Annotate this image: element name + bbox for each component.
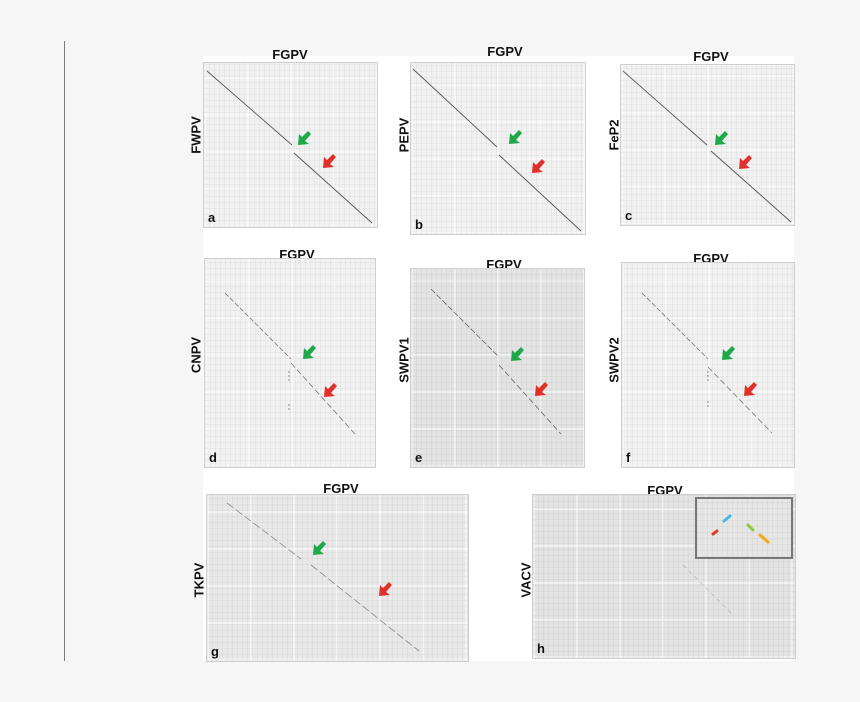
synteny-diagonal (224, 292, 356, 435)
dot-plot: g (206, 494, 469, 662)
panel-letter: f (626, 450, 631, 465)
dot-plot: b (410, 62, 586, 235)
red-arrow-icon (379, 582, 392, 596)
green-arrow-icon (715, 131, 728, 145)
inset-zoom (695, 497, 793, 559)
x-axis-label: FGPV (323, 481, 359, 496)
panel-letter: h (537, 641, 545, 656)
dot-plot: h (532, 494, 796, 659)
y-axis-label: TKPV (191, 562, 207, 598)
red-arrow-icon (535, 382, 548, 396)
synteny-diagonal (412, 68, 582, 232)
green-arrow-icon (298, 131, 311, 145)
red-arrow-icon (739, 155, 752, 169)
dot-plot: c (620, 64, 795, 226)
red-arrow-icon (532, 159, 545, 173)
synteny-diagonal (641, 292, 773, 434)
y-axis-label: FWPV (188, 116, 204, 154)
synteny-diagonal (226, 502, 420, 652)
faint-diagonal (682, 564, 734, 616)
panel-letter: e (415, 450, 423, 465)
page-divider (64, 41, 65, 661)
red-arrow-icon (323, 154, 336, 168)
green-arrow-icon (722, 346, 735, 360)
green-arrow-icon (313, 541, 326, 555)
panel-letter: g (211, 644, 219, 659)
green-arrow-icon (511, 347, 524, 361)
panel-letter: d (209, 450, 217, 465)
y-axis-label: SWPV2 (606, 337, 622, 383)
x-axis-label: FGPV (487, 44, 523, 59)
panel-letter: c (625, 208, 633, 223)
inset-colored-segments (711, 514, 770, 544)
green-arrow-icon (509, 130, 522, 144)
y-axis-label: CNPV (188, 336, 204, 374)
synteny-diagonal (430, 288, 562, 435)
x-axis-label: FGPV (272, 47, 308, 62)
dot-plot: a (203, 62, 378, 228)
panel-letter: a (208, 210, 216, 225)
panel-letter: b (415, 217, 423, 232)
dot-plot: e (410, 268, 585, 468)
synteny-diagonal (622, 70, 792, 223)
green-arrow-icon (303, 345, 316, 359)
dot-plot: d (204, 258, 376, 468)
dot-plot: f (621, 262, 795, 468)
red-arrow-icon (324, 383, 337, 397)
red-arrow-icon (744, 382, 757, 396)
x-axis-label: FGPV (693, 49, 729, 64)
synteny-diagonal (206, 70, 373, 224)
